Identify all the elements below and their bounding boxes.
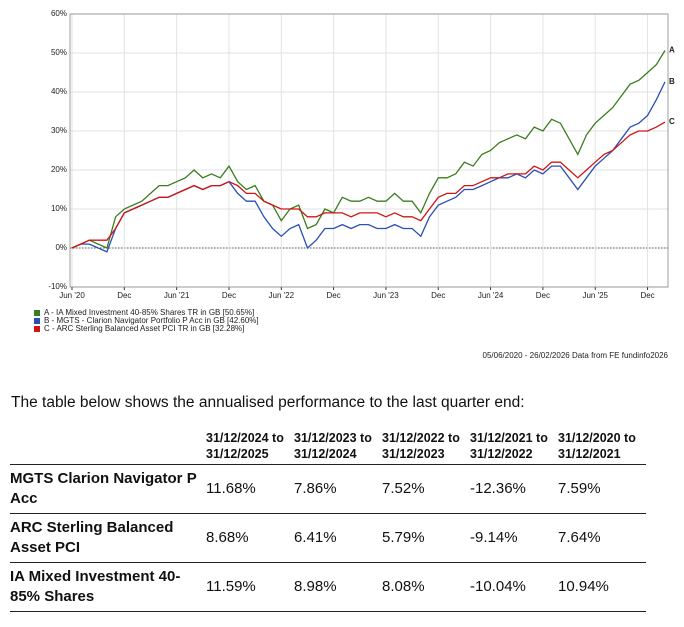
x-tick-label: Dec bbox=[222, 291, 236, 300]
performance-value: 8.68% bbox=[206, 513, 294, 563]
legend-label: A - IA Mixed Investment 40-85% Shares TR… bbox=[44, 308, 254, 317]
end-label: B bbox=[669, 77, 675, 86]
y-tick-label: 50% bbox=[51, 48, 67, 57]
x-tick-label: Dec bbox=[117, 291, 131, 300]
legend-swatch bbox=[34, 326, 40, 332]
x-tick-label: Jun '25 bbox=[582, 291, 608, 300]
series-line bbox=[71, 50, 666, 249]
performance-value: -12.36% bbox=[470, 464, 558, 514]
performance-value: 6.41% bbox=[294, 513, 382, 563]
column-header: 31/12/2023 to 31/12/2024 bbox=[294, 430, 382, 465]
header-blank bbox=[10, 430, 206, 465]
x-tick-label: Jun '20 bbox=[59, 291, 85, 300]
source-note: 05/06/2020 - 26/02/2026 Data from FE fun… bbox=[483, 351, 669, 360]
y-tick-label: 20% bbox=[51, 165, 67, 174]
x-tick-label: Dec bbox=[536, 291, 550, 300]
column-header: 31/12/2021 to 31/12/2022 bbox=[470, 430, 558, 465]
y-tick-label: 0% bbox=[55, 243, 67, 252]
legend-swatch bbox=[34, 318, 40, 324]
performance-value: 7.86% bbox=[294, 464, 382, 514]
performance-value: -9.14% bbox=[470, 513, 558, 563]
x-tick-label: Jun '22 bbox=[269, 291, 295, 300]
performance-value: 5.79% bbox=[382, 513, 470, 563]
x-tick-label: Dec bbox=[431, 291, 445, 300]
series-line bbox=[71, 81, 666, 253]
y-tick-label: 40% bbox=[51, 87, 67, 96]
x-tick-label: Jun '21 bbox=[164, 291, 190, 300]
table-row: MGTS Clarion Navigator P Acc 11.68% 7.86% 7… bbox=[10, 464, 646, 514]
chart: -10% 0% 10% 20% 30% 40% 50% 60% Jun '20 Dec Jun '2… bbox=[34, 9, 675, 360]
x-tick-label: Dec bbox=[640, 291, 654, 300]
plot-frame bbox=[69, 13, 669, 288]
column-header: 31/12/2024 to 31/12/2025 bbox=[206, 430, 294, 465]
table-row: ARC Sterling Balanced Asset PCI 8.68% 6.41… bbox=[10, 513, 646, 563]
performance-value: 10.94% bbox=[558, 562, 646, 612]
y-tick-label: -10% bbox=[48, 282, 67, 291]
column-header: 31/12/2020 to 31/12/2021 bbox=[558, 430, 646, 465]
performance-table: 31/12/2024 to 31/12/2025 31/12/2023 to 31… bbox=[10, 430, 646, 612]
y-tick-label: 60% bbox=[51, 9, 67, 18]
y-tick-label: 30% bbox=[51, 126, 67, 135]
end-label: A bbox=[669, 46, 675, 55]
end-label: C bbox=[669, 117, 675, 126]
header-row: 31/12/2024 to 31/12/2025 31/12/2023 to 31… bbox=[10, 430, 646, 465]
row-name: IA Mixed Investment 40-85% Shares bbox=[10, 562, 206, 612]
performance-value: 7.59% bbox=[558, 464, 646, 514]
x-tick-label: Jun '24 bbox=[478, 291, 504, 300]
row-name: MGTS Clarion Navigator P Acc bbox=[10, 464, 206, 514]
performance-value: 7.52% bbox=[382, 464, 470, 514]
y-tick-label: 10% bbox=[51, 204, 67, 213]
performance-value: 7.64% bbox=[558, 513, 646, 563]
performance-value: 8.08% bbox=[382, 562, 470, 612]
performance-value: 11.59% bbox=[206, 562, 294, 612]
series-line bbox=[71, 121, 666, 249]
table-row: IA Mixed Investment 40-85% Shares 11.59% 8… bbox=[10, 562, 646, 612]
row-name: ARC Sterling Balanced Asset PCI bbox=[10, 513, 206, 563]
performance-value: -10.04% bbox=[470, 562, 558, 612]
legend-swatch bbox=[34, 310, 40, 316]
x-tick-label: Dec bbox=[327, 291, 341, 300]
legend-label: C - ARC Sterling Balanced Asset PCI TR i… bbox=[44, 324, 244, 333]
intro-text: The table below shows the annualised per… bbox=[11, 394, 525, 411]
x-tick-label: Jun '23 bbox=[373, 291, 399, 300]
legend-label: B - MGTS - Clarion Navigator Portfolio P… bbox=[44, 316, 259, 325]
performance-value: 8.98% bbox=[294, 562, 382, 612]
column-header: 31/12/2022 to 31/12/2023 bbox=[382, 430, 470, 465]
performance-value: 11.68% bbox=[206, 464, 294, 514]
